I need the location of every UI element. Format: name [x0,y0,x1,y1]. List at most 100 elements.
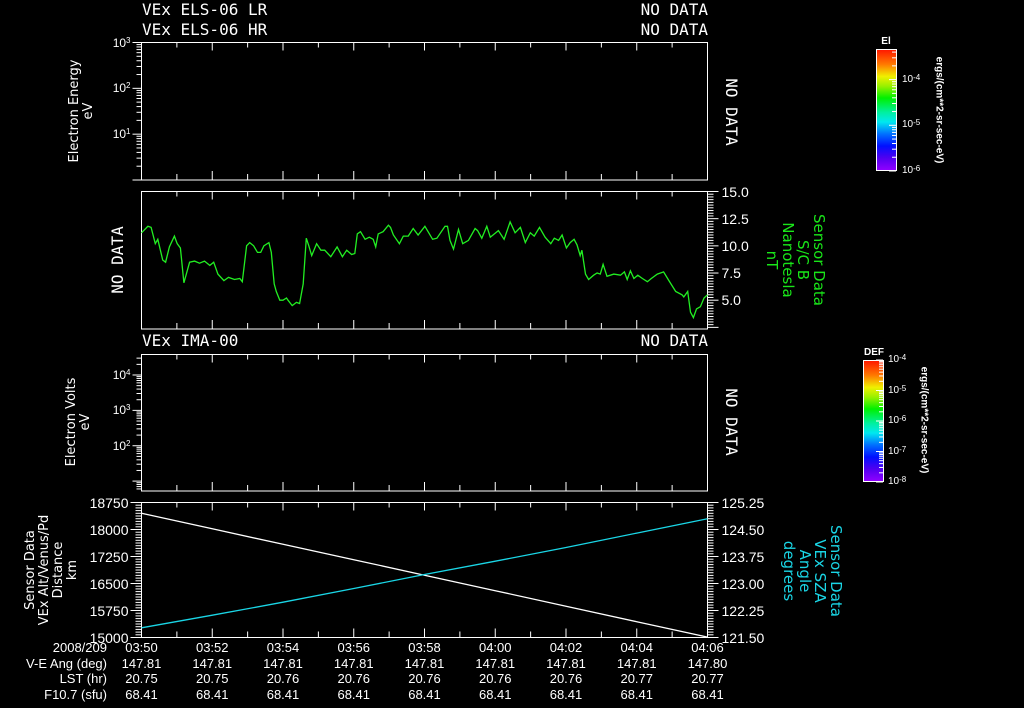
ephemeris-value: 68.41 [549,687,583,702]
y-tick-label: 102 [113,439,131,453]
ima-y-axis-label-line: Electron Volts [64,377,79,467]
ima-no-data-status: NO DATA [722,388,741,456]
y-tick-label: 15.0 [721,183,749,200]
y-tick-label: 121.50 [721,629,765,646]
orbit-right-y-axis-label: Sensor Data VEx SZA Angle degrees [781,525,846,617]
els-hr-status: NO DATA [640,20,708,39]
time-tick-label: 03:58 [408,640,441,655]
ephemeris-value: 68.41 [125,687,158,702]
tick-base: 10 [902,165,914,176]
ima-title-status: NO DATA [640,331,708,350]
ephemeris-row-label: F10.7 (sfu) [44,687,107,702]
els-hr-title: VEx ELS-06 HR [142,20,268,39]
tick-base: 10 [888,476,900,487]
mag-y-axis-label-line: S/C B [794,239,813,281]
ephemeris-value: 20.75 [125,671,158,686]
tick-base: 10 [112,438,127,453]
tick-exponent: -4 [913,72,921,82]
tick-base: 10 [112,35,127,50]
time-tick-label: 03:54 [266,640,300,655]
els-colorbar-units: ergs/(cm**2-sr-sec-eV) [933,56,945,164]
ephemeris-value: 147.80 [687,656,728,671]
time-tick-label: 04:04 [620,640,654,655]
tick-base: 10 [112,368,127,382]
date-label: 2008/209 [52,640,107,655]
y-tick-label: 5.0 [721,292,741,309]
ephemeris-value: 20.76 [266,671,300,686]
els-y-axis-label: Electron Energy eV [67,59,96,163]
ephemeris-value: 68.41 [266,687,300,702]
ephemeris-value: 147.81 [263,656,303,671]
colorbar-tick-label: 10-7 [888,444,907,458]
y-tick-label: 10.0 [721,237,749,254]
ima-title: VEx IMA-00 [142,331,239,350]
y-tick-label: 15000 [89,629,129,646]
y-tick-label: 103 [113,403,131,417]
els-y-axis-label-line: eV [81,102,96,120]
tick-exponent: -5 [899,383,907,393]
mag-left-no-data-status: NO DATA [108,226,127,294]
tick-base: 10 [902,119,914,131]
tick-exponent: 2 [126,438,131,448]
ephemeris-value: 20.77 [691,671,724,686]
colorbar-tick-label: 10-6 [902,164,921,177]
y-tick-label: 124.50 [721,521,765,538]
altitude-trace [141,512,708,638]
y-tick-label: 7.5 [721,265,741,282]
tick-exponent: -7 [899,444,907,454]
tick-exponent: 2 [126,81,131,91]
time-tick-label: 04:00 [478,640,512,655]
tick-exponent: 1 [126,127,131,137]
ephemeris-value: 20.76 [549,671,583,686]
els-y-axis-label-line: Electron Energy [67,59,82,163]
orbit-right-y-axis-label-line: VEx SZA [811,539,830,603]
ephemeris-value: 147.81 [616,656,657,671]
ephemeris-value: 147.81 [121,656,162,671]
ephemeris-value: 20.75 [195,671,229,686]
tick-exponent: 3 [126,35,131,45]
ephemeris-value: 147.81 [475,656,516,671]
orbit-right-y-axis-label-line: Sensor Data [827,525,845,617]
orbit-left-y-axis-label-line: VEx Alt/Venus/Pd [37,514,52,626]
ephemeris-value: 68.41 [478,687,512,702]
ephemeris-value: 68.41 [337,687,371,702]
tick-base: 10 [888,445,900,457]
colorbar-tick-label: 10-4 [902,72,921,86]
time-tick-label: 04:02 [549,640,583,655]
y-tick-label: 15750 [89,602,129,619]
y-tick-label: 123.00 [721,575,765,592]
ephemeris-value: 147.81 [546,656,586,671]
colorbar-tick-label: 10-6 [888,414,906,427]
tick-exponent: -5 [913,118,921,128]
y-tick-label: 17250 [89,548,129,565]
orbit-left-y-axis-label-line: Distance [51,541,66,599]
time-tick-label: 03:56 [337,640,371,655]
time-tick-label: 03:52 [195,640,229,655]
ephemeris-value: 20.76 [337,671,371,686]
els-lr-title: VEx ELS-06 LR [142,0,268,19]
tick-exponent: -8 [899,475,907,484]
els-lr-status: NO DATA [640,0,708,19]
y-tick-label: 103 [113,36,131,50]
mag-y-axis-label: Sensor Data S/C B Nanotesla nT [764,214,829,306]
magnetic-field-trace [141,220,708,320]
els-no-data-status: NO DATA [722,78,741,146]
tick-base: 10 [112,81,127,96]
tick-exponent: -6 [913,164,921,173]
els-colorbar-title: El [881,36,891,47]
ima-y-axis-label-line: eV [78,413,93,431]
ephemeris-value: 68.41 [408,687,441,702]
ephemeris-value: 20.76 [408,671,441,686]
orbit-left-y-axis-label-line: km [65,559,80,581]
ephemeris-row-label: V-E Ang (deg) [26,656,107,671]
tick-base: 10 [888,384,900,396]
ephemeris-value: 147.81 [404,656,445,671]
tick-base: 10 [902,73,914,85]
y-tick-label: 102 [113,81,131,95]
ephemeris-value: 68.41 [691,687,724,702]
ephemeris-value: 20.76 [478,671,512,686]
y-tick-label: 101 [113,127,131,141]
y-tick-label: 18750 [89,494,129,511]
